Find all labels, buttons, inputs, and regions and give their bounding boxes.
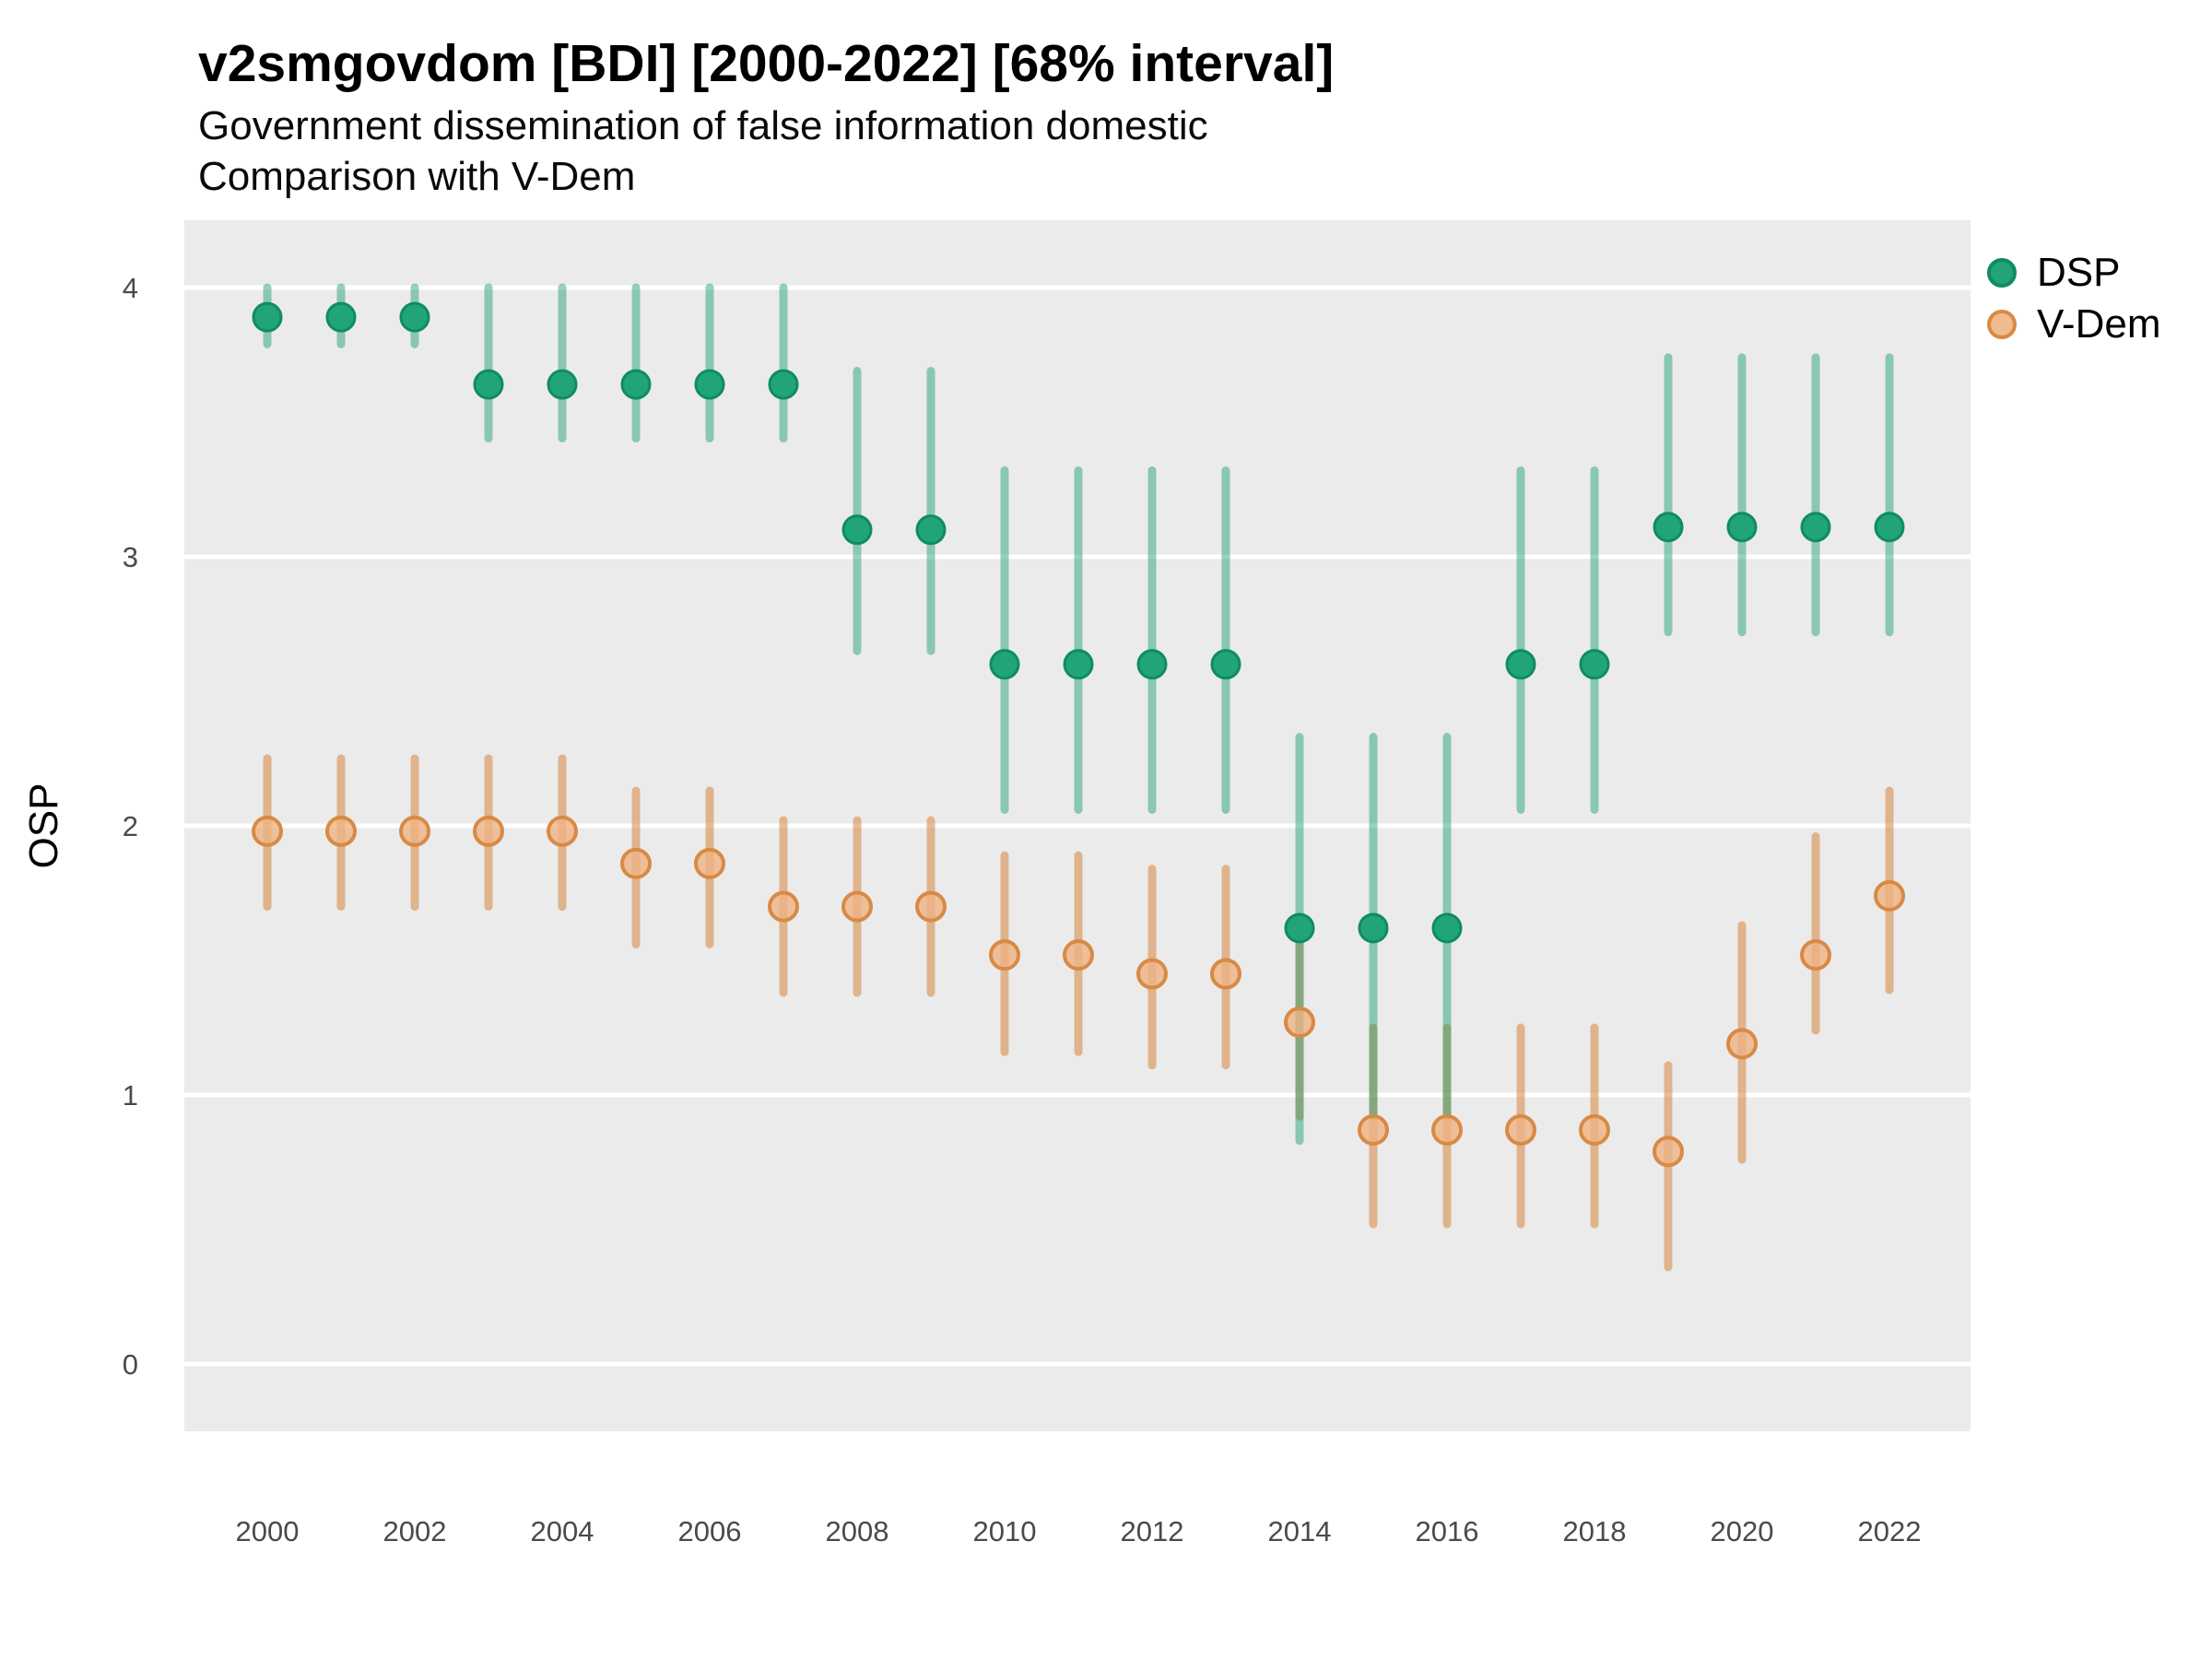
x-tick-label-2012: 2012 [1121,1515,1184,1547]
dsp-point-2012 [1136,649,1168,680]
dsp-point-2008 [841,514,873,546]
chart-subtitle-line2: Comparison with V-Dem [198,154,636,199]
vdem-point-2000 [252,815,283,847]
dsp-point-2004 [547,369,578,400]
vdem-point-2003 [473,815,504,847]
x-tick-label-2022: 2022 [1858,1515,1922,1547]
x-tick-label-2016: 2016 [1416,1515,1479,1547]
vdem-point-2015 [1358,1113,1389,1146]
dsp-point-2007 [768,369,799,400]
dsp-point-2022 [1874,512,1905,543]
dsp-point-2009 [915,514,947,546]
dsp-point-2019 [1653,512,1684,543]
vdem-point-2013 [1210,958,1241,990]
x-tick-label-2008: 2008 [826,1515,889,1547]
vdem-point-2018 [1579,1113,1610,1146]
dsp-point-2005 [620,369,652,400]
y-tick-label-3: 3 [123,541,138,573]
x-tick-label-2010: 2010 [973,1515,1037,1547]
vdem-point-2005 [620,847,652,879]
dsp-point-2011 [1063,649,1094,680]
vdem-point-2016 [1431,1113,1463,1146]
legend-marker-vdem [1987,310,2017,339]
vdem-point-2010 [989,939,1020,971]
vdem-point-2008 [841,890,873,923]
dsp-point-2006 [694,369,725,400]
dsp-point-2002 [399,301,430,333]
y-axis-title: OSP [21,783,66,869]
y-tick-label-2: 2 [123,810,138,842]
vdem-point-2014 [1284,1006,1315,1039]
x-tick-label-2020: 2020 [1711,1515,1774,1547]
dsp-point-2001 [325,301,357,333]
dsp-point-2018 [1579,649,1610,680]
vdem-point-2020 [1726,1028,1758,1060]
dsp-point-2017 [1505,649,1536,680]
vdem-point-2006 [694,847,725,879]
vdem-point-2009 [915,890,947,923]
vdem-point-2017 [1505,1113,1536,1146]
dsp-point-2014 [1284,912,1315,944]
dsp-point-2020 [1726,512,1758,543]
dsp-point-2021 [1800,512,1831,543]
vdem-point-2012 [1136,958,1168,990]
x-tick-label-2002: 2002 [383,1515,447,1547]
vdem-point-2022 [1874,879,1905,912]
dsp-point-2010 [989,649,1020,680]
x-tick-label-2018: 2018 [1563,1515,1627,1547]
x-tick-label-2014: 2014 [1268,1515,1332,1547]
x-tick-label-2000: 2000 [236,1515,300,1547]
dsp-point-2016 [1431,912,1463,944]
dsp-point-2015 [1358,912,1389,944]
vdem-point-2019 [1653,1135,1684,1168]
legend-marker-dsp [1987,258,2017,288]
x-tick-label-2004: 2004 [531,1515,594,1547]
x-tick-label-2006: 2006 [678,1515,742,1547]
dsp-point-2000 [252,301,283,333]
y-tick-label-0: 0 [123,1348,138,1381]
y-tick-label-1: 1 [123,1079,138,1112]
y-tick-label-4: 4 [123,272,138,304]
dsp-point-2013 [1210,649,1241,680]
vdem-point-2011 [1063,939,1094,971]
vdem-point-2004 [547,815,578,847]
vdem-point-2001 [325,815,357,847]
legend-item-dsp: DSP [1987,253,2160,293]
legend-label-dsp: DSP [2037,250,2121,295]
vdem-point-2021 [1800,939,1831,971]
chart-title: v2smgovdom [BDI] [2000-2022] [68% interv… [198,34,1335,93]
dsp-point-2003 [473,369,504,400]
vdem-point-2002 [399,815,430,847]
legend-item-vdem: V-Dem [1987,304,2160,345]
legend-label-vdem: V-Dem [2037,301,2161,347]
vdem-point-2007 [768,890,799,923]
legend: DSP V-Dem [1987,253,2160,345]
chart-subtitle-line1: Government dissemination of false inform… [198,103,1208,148]
